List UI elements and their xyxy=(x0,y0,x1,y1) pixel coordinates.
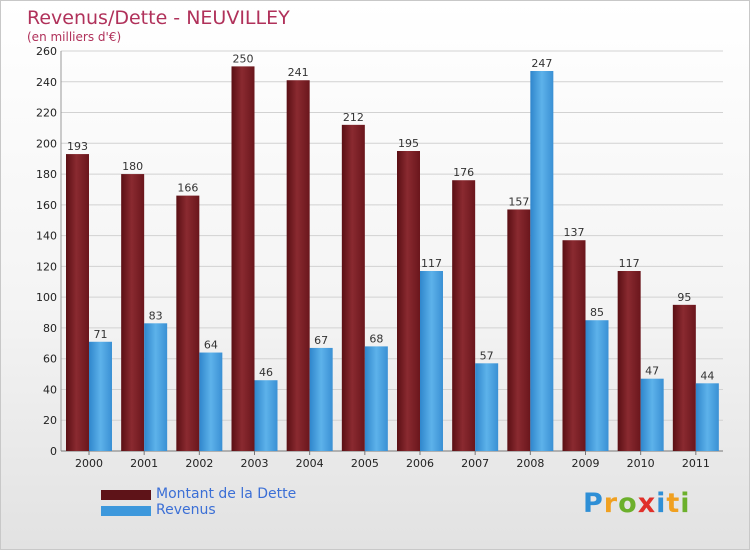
data-label-debt: 95 xyxy=(677,291,691,304)
x-tick-label: 2005 xyxy=(351,457,379,470)
y-tick-label: 200 xyxy=(36,137,57,150)
data-label-debt: 212 xyxy=(343,111,364,124)
bar-debt xyxy=(452,180,476,451)
bar-revenus xyxy=(640,378,664,451)
data-label-revenus: 83 xyxy=(149,309,163,322)
bar-revenus xyxy=(199,352,223,451)
bar-debt xyxy=(397,151,420,451)
bar-debt xyxy=(507,209,531,451)
data-label-debt: 137 xyxy=(564,226,585,239)
bar-revenus xyxy=(254,380,278,451)
bar-revenus xyxy=(309,347,333,451)
data-label-revenus: 44 xyxy=(700,369,714,382)
data-label-debt: 166 xyxy=(177,182,198,195)
bar-debt xyxy=(231,66,255,451)
data-label-revenus: 64 xyxy=(204,339,218,352)
bar-revenus xyxy=(364,346,388,451)
data-label-revenus: 247 xyxy=(531,57,552,70)
y-tick-label: 240 xyxy=(36,76,57,89)
x-tick-label: 2007 xyxy=(461,457,489,470)
data-label-revenus: 68 xyxy=(369,332,383,345)
data-label-debt: 117 xyxy=(619,257,640,270)
y-tick-label: 120 xyxy=(36,260,57,273)
data-label-revenus: 67 xyxy=(314,334,328,347)
bar-debt xyxy=(341,124,365,451)
bar-revenus xyxy=(585,320,609,451)
x-tick-label: 2006 xyxy=(406,457,434,470)
bar-debt xyxy=(562,240,586,451)
y-tick-label: 40 xyxy=(43,383,57,396)
bar-revenus xyxy=(475,363,499,451)
data-label-revenus: 57 xyxy=(480,349,494,362)
bar-revenus xyxy=(144,323,168,451)
data-label-debt: 195 xyxy=(398,137,419,150)
bar-debt xyxy=(672,304,696,451)
data-label-debt: 250 xyxy=(233,52,254,65)
bar-debt xyxy=(617,271,641,451)
legend-label-debt: Montant de la Dette xyxy=(156,486,297,502)
y-axis-ticks: 0 20 40 60 80 100 120 140 160 180 200 220 240 260 xyxy=(36,45,57,458)
x-tick-label: 2000 xyxy=(75,457,103,470)
y-tick-label: 20 xyxy=(43,414,57,427)
legend-swatch-debt xyxy=(101,490,151,500)
x-tick-label: 2009 xyxy=(572,457,600,470)
data-label-debt: 193 xyxy=(67,140,88,153)
data-label-revenus: 46 xyxy=(259,366,273,379)
y-tick-label: 80 xyxy=(43,322,57,335)
x-tick-label: 2011 xyxy=(682,457,710,470)
x-tick-label: 2004 xyxy=(296,457,324,470)
bar-revenus xyxy=(89,341,112,451)
x-tick-label: 2001 xyxy=(130,457,158,470)
data-label-revenus: 47 xyxy=(645,365,659,378)
chart-subtitle: (en milliers d'€) xyxy=(27,30,122,44)
y-tick-label: 180 xyxy=(36,168,57,181)
data-label-revenus: 117 xyxy=(421,257,442,270)
x-tick-label: 2003 xyxy=(241,457,269,470)
bar-debt xyxy=(176,195,200,451)
legend-label-revenus: Revenus xyxy=(156,502,216,518)
data-labels: 193 71 180 83 166 64 250 46 241 67 212 68 195 117 176 5… xyxy=(67,52,714,382)
y-tick-label: 60 xyxy=(43,353,57,366)
data-label-debt: 241 xyxy=(288,66,309,79)
x-axis-ticks: 2000 2001 2002 2003 2004 2005 2006 2007 2008 2009… xyxy=(75,451,710,470)
data-label-debt: 157 xyxy=(508,195,529,208)
bar-revenus xyxy=(420,271,443,451)
y-tick-label: 140 xyxy=(36,230,57,243)
x-tick-label: 2002 xyxy=(185,457,213,470)
data-label-debt: 176 xyxy=(453,166,474,179)
bar-revenus xyxy=(530,71,554,451)
y-tick-label: 160 xyxy=(36,199,57,212)
y-tick-label: 100 xyxy=(36,291,57,304)
y-tick-label: 220 xyxy=(36,107,57,120)
data-label-revenus: 85 xyxy=(590,306,604,319)
bar-revenus xyxy=(695,383,719,451)
bars xyxy=(66,66,719,452)
bar-debt xyxy=(286,80,310,451)
y-tick-label: 260 xyxy=(36,45,57,58)
proxiti-logo: Proxiti xyxy=(583,488,691,519)
chart-title: Revenus/Dette - NEUVILLEY xyxy=(27,7,290,29)
data-label-revenus: 71 xyxy=(94,328,108,341)
y-tick-label: 0 xyxy=(50,445,57,458)
x-tick-label: 2008 xyxy=(516,457,544,470)
bar-debt xyxy=(66,154,89,452)
bar-debt xyxy=(121,174,145,452)
x-tick-label: 2010 xyxy=(627,457,655,470)
data-label-debt: 180 xyxy=(122,160,143,173)
grid xyxy=(60,50,723,452)
legend-swatch-revenus xyxy=(101,506,151,516)
